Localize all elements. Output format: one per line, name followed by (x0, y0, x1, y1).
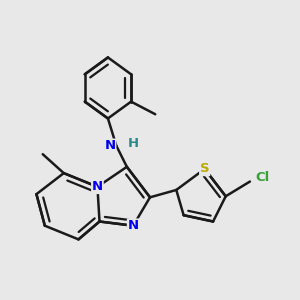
Text: H: H (128, 137, 139, 150)
Text: N: N (128, 219, 139, 232)
Text: S: S (200, 162, 209, 176)
Text: Cl: Cl (255, 171, 270, 184)
Text: N: N (104, 139, 116, 152)
Text: N: N (92, 180, 103, 193)
